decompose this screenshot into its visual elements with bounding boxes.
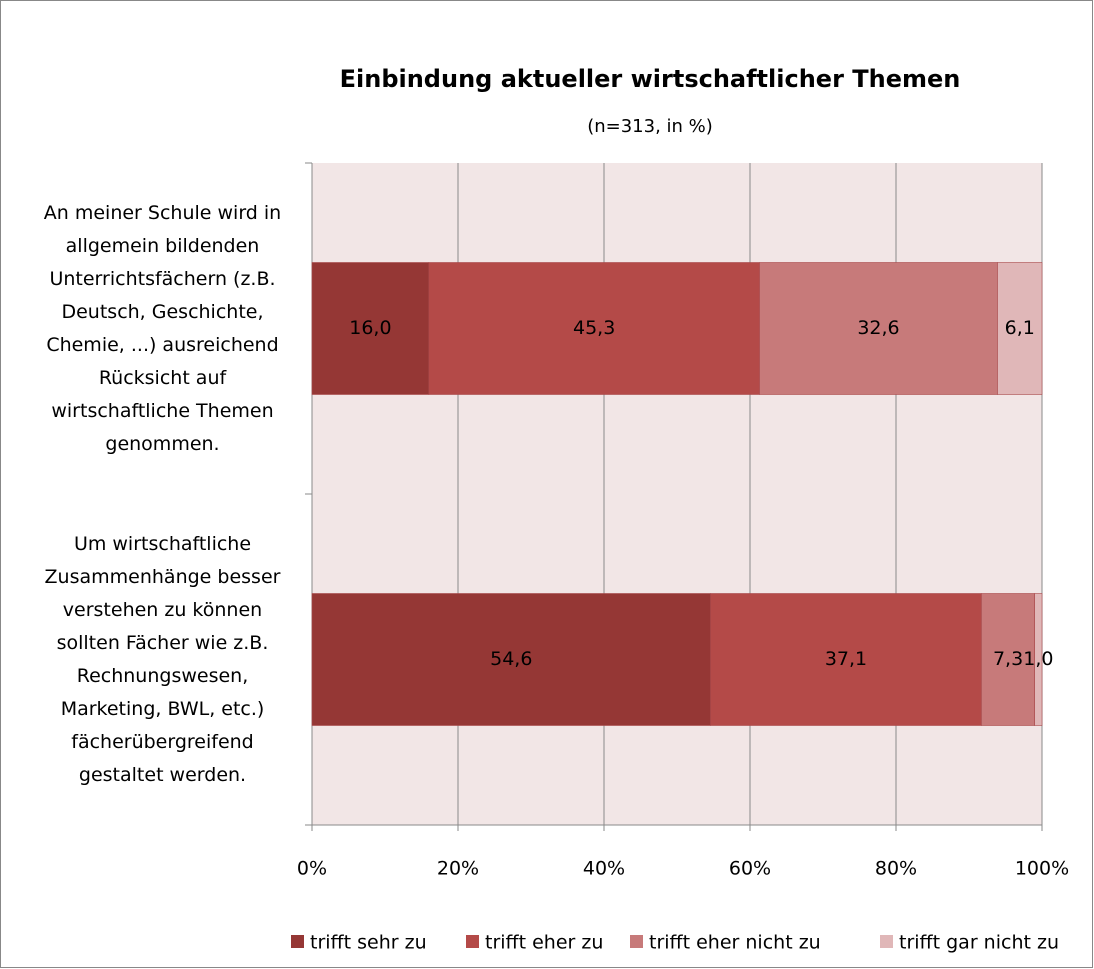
data-label: 37,1 [825, 648, 867, 670]
x-tick-label: 100% [1015, 858, 1069, 880]
bar-segment [311, 262, 430, 395]
data-label: 16,0 [349, 317, 391, 339]
x-tick-label: 80% [875, 858, 917, 880]
data-label: 32,6 [857, 317, 899, 339]
bar-segment [428, 262, 760, 395]
bar-segment [1034, 593, 1043, 726]
chart-title: Einbindung aktueller wirtschaftlicher Th… [340, 65, 961, 93]
data-label: 1,0 [1023, 648, 1053, 670]
data-label: 54,6 [490, 648, 532, 670]
y-tick-label: An meiner Schule wird in allgemein bilde… [43, 201, 282, 455]
legend-swatch [880, 935, 893, 948]
legend-swatch [630, 935, 643, 948]
bar-segment [759, 262, 998, 395]
bar-segment [710, 593, 982, 726]
bar-segment [311, 593, 711, 726]
category-label-box: Um wirtschaftliche Zusammenhänge besser … [44, 532, 281, 786]
category-label-box: An meiner Schule wird in allgemein bilde… [43, 201, 282, 455]
x-tick-label: 60% [729, 858, 771, 880]
legend-label: trifft eher nicht zu [649, 932, 821, 954]
x-tick-label: 40% [583, 858, 625, 880]
legend-swatch [291, 935, 304, 948]
y-tick-label: Um wirtschaftliche Zusammenhänge besser … [44, 532, 281, 786]
legend-label: trifft sehr zu [310, 932, 427, 954]
x-tick-label: 0% [297, 858, 327, 880]
legend-label: trifft eher zu [485, 932, 603, 954]
x-tick-label: 20% [437, 858, 479, 880]
legend-swatch [466, 935, 479, 948]
bar-segment [981, 593, 1035, 726]
legend-label: trifft gar nicht zu [899, 932, 1059, 954]
data-label: 45,3 [573, 317, 615, 339]
data-label: 6,1 [1005, 317, 1035, 339]
bar-segment [997, 262, 1043, 395]
chart-subtitle: (n=313, in %) [587, 116, 713, 137]
data-label: 7,3 [993, 648, 1023, 670]
